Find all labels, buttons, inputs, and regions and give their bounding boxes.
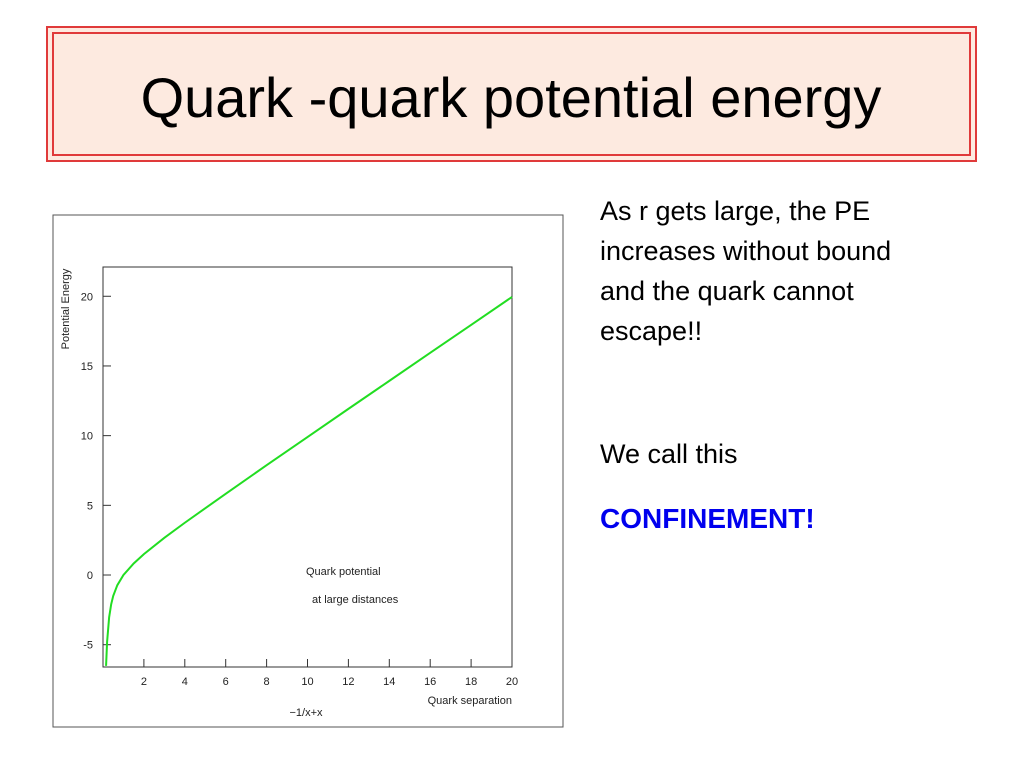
x-tick-label: 4 [182, 676, 188, 688]
x-tick-label: 14 [383, 676, 395, 688]
body-text: As r gets large, the PE [600, 196, 870, 226]
function-label: −1/x+x [289, 707, 323, 719]
body-text: increases without bound [600, 236, 891, 266]
y-tick-label: 15 [81, 361, 93, 373]
x-tick-label: 2 [141, 676, 147, 688]
y-axis-label: Potential Energy [60, 268, 72, 349]
title-box-inner [52, 32, 971, 156]
x-tick-label: 20 [506, 676, 518, 688]
highlight: CONFINEMENT! [600, 503, 815, 534]
x-tick-label: 10 [301, 676, 313, 688]
y-tick-label: 0 [87, 570, 93, 582]
data-line [105, 296, 513, 666]
body-text: and the quark cannot [600, 276, 854, 306]
body-text: We call this [600, 439, 738, 469]
y-tick-label: -5 [83, 640, 93, 652]
body-text: escape!! [600, 316, 702, 346]
x-tick-label: 16 [424, 676, 436, 688]
slide-title: Quark -quark potential energy [141, 66, 882, 129]
y-tick-label: 5 [87, 500, 93, 512]
chart-frame [52, 214, 564, 728]
x-tick-label: 12 [342, 676, 354, 688]
y-tick-label: 10 [81, 431, 93, 443]
x-tick-label: 18 [465, 676, 477, 688]
y-tick-label: 20 [81, 291, 93, 303]
annotation: Quark potential [306, 566, 381, 578]
x-tick-label: 6 [223, 676, 229, 688]
title-box [46, 26, 977, 162]
annotation: at large distances [312, 594, 399, 606]
x-tick-label: 8 [264, 676, 270, 688]
x-axis-label: Quark separation [428, 695, 512, 707]
